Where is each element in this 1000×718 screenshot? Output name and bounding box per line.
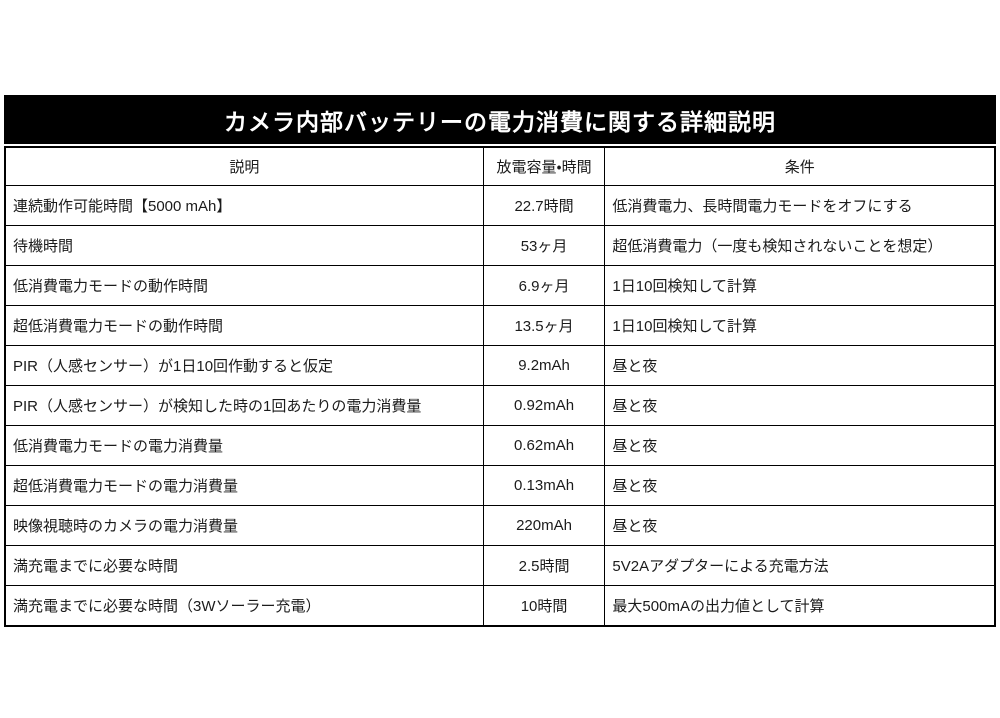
cell-description: 満充電までに必要な時間 <box>4 545 484 586</box>
cell-capacity-time: 2.5時間 <box>482 545 606 586</box>
cell-capacity-time: 9.2mAh <box>482 345 606 386</box>
table-row: 超低消費電力モードの動作時間 13.5ヶ月 1日10回検知して計算 <box>4 305 996 346</box>
cell-description: 超低消費電力モードの電力消費量 <box>4 465 484 506</box>
column-header-description: 説明 <box>4 146 484 186</box>
cell-description: 満充電までに必要な時間（3Wソーラー充電） <box>4 585 484 627</box>
cell-capacity-time: 0.13mAh <box>482 465 606 506</box>
cell-description: PIR（人感センサー）が1日10回作動すると仮定 <box>4 345 484 386</box>
cell-description: 連続動作可能時間【5000 mAh】 <box>4 185 484 226</box>
cell-capacity-time: 13.5ヶ月 <box>482 305 606 346</box>
cell-capacity-time: 0.92mAh <box>482 385 606 426</box>
table-row: PIR（人感センサー）が1日10回作動すると仮定 9.2mAh 昼と夜 <box>4 345 996 386</box>
cell-capacity-time: 22.7時間 <box>482 185 606 226</box>
cell-description: 低消費電力モードの動作時間 <box>4 265 484 306</box>
cell-condition: 昼と夜 <box>604 385 996 426</box>
cell-condition: 超低消費電力（一度も検知されないことを想定） <box>604 225 996 266</box>
cell-capacity-time: 0.62mAh <box>482 425 606 466</box>
cell-description: 待機時間 <box>4 225 484 266</box>
table-row: PIR（人感センサー）が検知した時の1回あたりの電力消費量 0.92mAh 昼と夜 <box>4 385 996 426</box>
title-bar: カメラ内部バッテリーの電力消費に関する詳細説明 <box>4 95 996 144</box>
cell-capacity-time: 53ヶ月 <box>482 225 606 266</box>
cell-condition: 5V2Aアダプターによる充電方法 <box>604 545 996 586</box>
cell-condition: 最大500mAの出力値として計算 <box>604 585 996 627</box>
table-row: 満充電までに必要な時間 2.5時間 5V2Aアダプターによる充電方法 <box>4 545 996 586</box>
cell-description: 超低消費電力モードの動作時間 <box>4 305 484 346</box>
table-row: 満充電までに必要な時間（3Wソーラー充電） 10時間 最大500mAの出力値として計… <box>4 585 996 627</box>
cell-condition: 昼と夜 <box>604 505 996 546</box>
cell-description: 低消費電力モードの電力消費量 <box>4 425 484 466</box>
table-row: 超低消費電力モードの電力消費量 0.13mAh 昼と夜 <box>4 465 996 506</box>
cell-capacity-time: 220mAh <box>482 505 606 546</box>
cell-description: 映像視聴時のカメラの電力消費量 <box>4 505 484 546</box>
column-header-condition: 条件 <box>604 146 996 186</box>
table-body: 連続動作可能時間【5000 mAh】 22.7時間 低消費電力、長時間電力モードをオ… <box>4 185 996 627</box>
table-row: 待機時間 53ヶ月 超低消費電力（一度も検知されないことを想定） <box>4 225 996 266</box>
cell-description: PIR（人感センサー）が検知した時の1回あたりの電力消費量 <box>4 385 484 426</box>
cell-condition: 低消費電力、長時間電力モードをオフにする <box>604 185 996 226</box>
table-row: 低消費電力モードの動作時間 6.9ヶ月 1日10回検知して計算 <box>4 265 996 306</box>
battery-spec-table: 説明 放電容量・時間 条件 連続動作可能時間【5000 mAh】 22.7時間 低消… <box>4 146 996 627</box>
cell-condition: 1日10回検知して計算 <box>604 305 996 346</box>
page-title: カメラ内部バッテリーの電力消費に関する詳細説明 <box>224 108 776 135</box>
cell-capacity-time: 10時間 <box>482 585 606 627</box>
cell-condition: 1日10回検知して計算 <box>604 265 996 306</box>
header-row: 説明 放電容量・時間 条件 <box>4 146 996 186</box>
table-row: 低消費電力モードの電力消費量 0.62mAh 昼と夜 <box>4 425 996 466</box>
cell-condition: 昼と夜 <box>604 465 996 506</box>
cell-condition: 昼と夜 <box>604 425 996 466</box>
column-header-capacity-time: 放電容量・時間 <box>482 146 606 186</box>
cell-condition: 昼と夜 <box>604 345 996 386</box>
table-row: 映像視聴時のカメラの電力消費量 220mAh 昼と夜 <box>4 505 996 546</box>
table-row: 連続動作可能時間【5000 mAh】 22.7時間 低消費電力、長時間電力モードをオ… <box>4 185 996 226</box>
cell-capacity-time: 6.9ヶ月 <box>482 265 606 306</box>
